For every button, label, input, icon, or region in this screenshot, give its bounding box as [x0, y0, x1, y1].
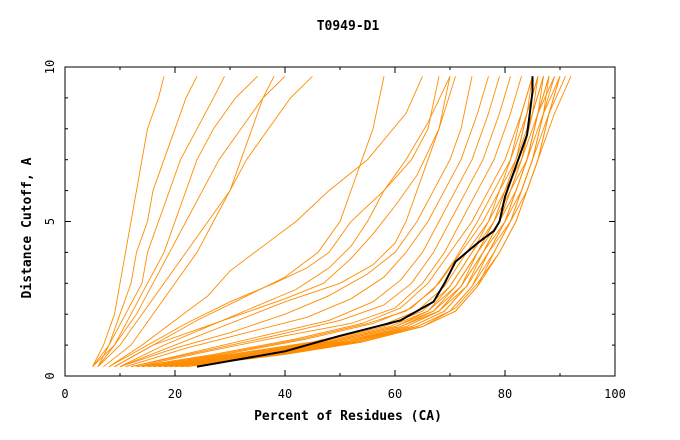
- series-line-17: [141, 76, 539, 368]
- series-line-16: [136, 76, 533, 368]
- series-line-34: [185, 76, 561, 368]
- x-tick-label: 20: [168, 387, 182, 401]
- series-line-18: [141, 76, 544, 368]
- y-tick-label: 5: [43, 218, 57, 225]
- series-line-8: [108, 76, 423, 368]
- x-tick-label: 0: [61, 387, 68, 401]
- x-tick-label: 80: [498, 387, 512, 401]
- series-line-10: [119, 76, 451, 368]
- x-tick-label: 60: [388, 387, 402, 401]
- y-axis-label: Distance Cutoff, A: [20, 157, 35, 298]
- highlight-layer: [196, 76, 534, 368]
- x-axis-label: Percent of Residues (CA): [254, 409, 442, 424]
- series-line-9: [114, 76, 385, 368]
- series-line-29: [174, 76, 539, 368]
- series-line-30: [174, 76, 544, 368]
- series-line-36: [114, 76, 456, 368]
- ticks-layer: [64, 66, 616, 377]
- series-line-15: [136, 76, 522, 368]
- chart-title: T0949-D1: [317, 19, 380, 34]
- series-line-6: [97, 75, 313, 368]
- series-line-19: [147, 76, 550, 368]
- highlight-line: [196, 76, 534, 368]
- series-line-37: [119, 76, 451, 368]
- series-line-35: [108, 76, 440, 368]
- x-tick-label: 40: [278, 387, 292, 401]
- series-line-5: [92, 75, 286, 368]
- series-line-11: [119, 76, 473, 368]
- series-line-28: [169, 76, 533, 368]
- series-line-32: [180, 76, 555, 368]
- series-line-3: [92, 76, 225, 367]
- series-line-24: [158, 76, 533, 368]
- series-line-13: [130, 76, 500, 368]
- tick-labels-layer: 0 20 40 60 80 100 0 5 10: [43, 60, 626, 401]
- series-line-2: [97, 76, 198, 367]
- series-line-12: [125, 76, 489, 368]
- y-tick-label: 10: [43, 60, 57, 74]
- series-line-7: [103, 76, 275, 368]
- series-line-1: [92, 76, 165, 367]
- x-tick-label: 100: [604, 387, 626, 401]
- y-tick-label: 0: [43, 372, 57, 379]
- series-line-4: [97, 75, 258, 367]
- series-layer: [92, 75, 572, 368]
- series-line-27: [169, 76, 550, 368]
- series-line-33: [180, 76, 561, 368]
- series-line-14: [130, 76, 511, 368]
